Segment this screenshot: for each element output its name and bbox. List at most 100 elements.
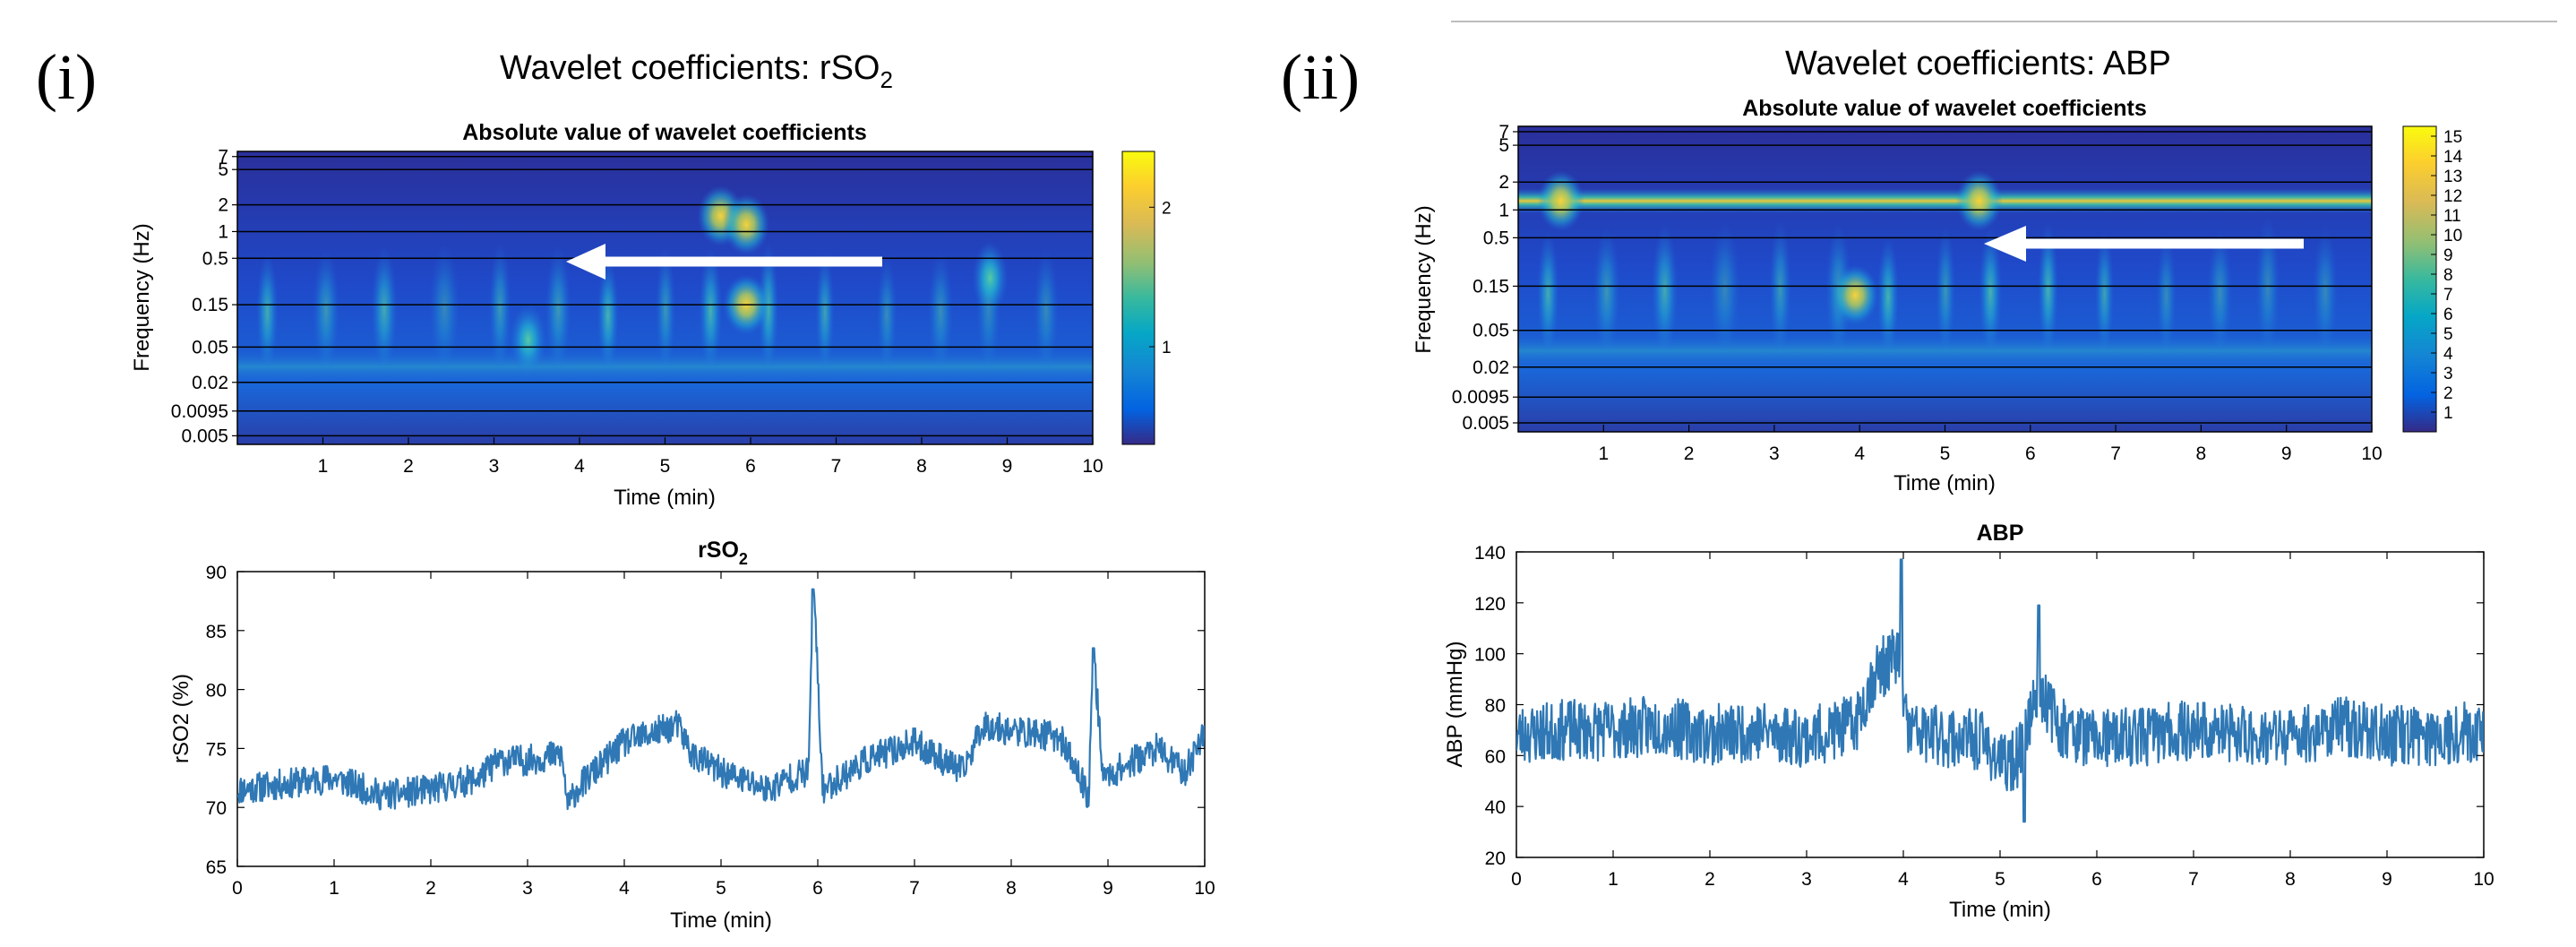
arrow-i [566, 244, 882, 280]
scalogram-i-plume [927, 250, 954, 374]
colorbar-ii-tick-label-11: 12 [2443, 187, 2462, 206]
colorbar-ii-tick-label-4: 5 [2443, 325, 2453, 344]
colorbar-ii-tick-label-3: 4 [2443, 345, 2453, 364]
scalogram-i-xtick-label-9: 10 [1082, 456, 1103, 477]
scalogram-i-ytick-label-1: 5 [218, 159, 228, 180]
scalogram-ii-xtick-label-1: 2 [1684, 443, 1695, 464]
line-chart-rso2-xtick-label-1: 1 [329, 878, 339, 899]
scalogram-i-xtick-label-3: 4 [574, 456, 585, 477]
scalogram-ii-xtick-label-4: 5 [1940, 443, 1951, 464]
colorbar-ii-tick-label-10: 11 [2443, 207, 2461, 226]
colorbar-ii-tick-label-7: 8 [2443, 266, 2453, 285]
scalogram-i-ytick-label-5: 0.15 [192, 295, 228, 315]
line-chart-abp-ylabel: ABP (mmHg) [1443, 641, 1467, 768]
scalogram-ii-xtick-label-3: 4 [1854, 443, 1865, 464]
scalogram-ii-ytick-label-8: 0.0095 [1452, 387, 1509, 408]
scalogram-title-i: Absolute value of wavelet coefficients [462, 120, 867, 145]
scalogram-i-plume [876, 255, 897, 374]
line-chart-rso2-ytick-label-3: 80 [206, 681, 227, 702]
line-chart-abp-series-line [1516, 558, 2484, 823]
scalogram-ii-xtick-label-0: 1 [1598, 443, 1609, 464]
line-chart-rso2-xtick-label-2: 2 [425, 878, 436, 899]
line-chart-rso2-ytick-label-5: 90 [206, 563, 227, 583]
line-chart-rso2-xtick-label-6: 6 [812, 878, 823, 899]
line-chart-abp-xtick-label-7: 7 [2188, 869, 2199, 890]
scalogram-ii-hotspot-1 [1832, 264, 1879, 326]
line-chart-abp-xtick-label-4: 4 [1898, 869, 1909, 890]
line-chart-abp-xlabel: Time (min) [1949, 898, 2051, 922]
line-chart-abp-xtick-label-8: 8 [2285, 869, 2296, 890]
panel-label-ii: (ii) [1281, 41, 1360, 113]
line-chart-rso2-frame [236, 571, 1206, 867]
line-chart-rso2-ylabel: rSO2 (%) [169, 674, 193, 763]
line-chart-abp-xtick-label-0: 0 [1511, 869, 1522, 890]
colorbar-ii-tick-label-0: 1 [2443, 404, 2453, 423]
panel-title-i: Wavelet coefficients: rSO2 [500, 49, 893, 93]
line-chart-abp-xtick-label-5: 5 [1995, 869, 2005, 890]
scalogram-i-xtick-label-8: 9 [1002, 456, 1013, 477]
line-chart-rso2-xtick-label-0: 0 [232, 878, 243, 899]
line-chart-rso2-xtick-label-4: 4 [619, 878, 630, 899]
scalogram-i-plume [371, 245, 398, 374]
scalogram-i-ytick-label-9: 0.005 [181, 426, 228, 446]
line-chart-rso2-xtick-label-5: 5 [716, 878, 726, 899]
arrow-ii [1984, 226, 2304, 262]
scalogram-ii-plume [1651, 223, 1679, 357]
scalogram-ii-ytick-label-1: 5 [1498, 135, 1509, 156]
colorbar-i-tick-label-0: 1 [1162, 339, 1172, 357]
scalogram-ii-plume [2094, 230, 2115, 357]
scalogram-i-ytick-label-2: 2 [218, 195, 228, 216]
scalogram-ii-xtick-label-5: 6 [2025, 443, 2036, 464]
line-chart-rso2-xtick-label-7: 7 [909, 878, 920, 899]
scalogram-ii-ytick-label-5: 0.15 [1473, 276, 1509, 297]
line-chart-rso2-xtick-label-9: 9 [1103, 878, 1113, 899]
scalogram-i-plume [256, 252, 279, 374]
panel-title-ii: Wavelet coefficients: ABP [1785, 45, 2171, 82]
panel-label-i: (i) [36, 41, 97, 113]
colorbar-ii-tick-label-1: 2 [2443, 384, 2453, 403]
colorbar-ii-tick-label-13: 14 [2443, 148, 2463, 167]
line-chart-rso2-ytick-label-0: 65 [206, 857, 227, 878]
line-chart-abp-ytick-label-6: 140 [1474, 543, 1506, 564]
scalogram-ii-plume [2313, 226, 2338, 357]
scalogram-ii-plume [1876, 236, 1900, 357]
line-chart-rso2-xlabel: Time (min) [670, 908, 772, 933]
scalogram-ii-xtick-label-7: 8 [2196, 443, 2207, 464]
scalogram-ii-xtick-label-8: 9 [2281, 443, 2292, 464]
colorbar-ii-tick-label-14: 15 [2443, 128, 2462, 147]
scalogram-ii-ytick-label-3: 1 [1498, 200, 1509, 220]
colorbar-i [1121, 151, 1155, 445]
scalogram-i-xtick-label-0: 1 [318, 456, 329, 477]
line-chart-rso2-ytick-label-1: 70 [206, 798, 227, 819]
colorbar-ii-tick-label-2: 3 [2443, 365, 2453, 383]
scalogram-ii-plume [1936, 225, 1956, 357]
line-chart-abp: ABP 0 1 2 3 4 5 6 7 8 9 10 20 40 60 80 100 120 140 ABP (m… [1443, 521, 2494, 922]
scalogram-i-xtick-label-6: 7 [831, 456, 842, 477]
scalogram-i-plume [699, 248, 723, 374]
line-chart-rso2: rSO2 0 1 2 3 4 5 6 7 8 9 10 65 70 75 80 85 90 rSO2 (%) T… [169, 538, 1215, 933]
scalogram-ii-plume [1537, 229, 1559, 357]
scalogram-i-xlabel: Time (min) [614, 486, 716, 510]
scalogram-ii-ytick-label-4: 0.5 [1483, 228, 1509, 248]
line-chart-rso2-series-line [237, 588, 1205, 811]
scalogram-ii-ytick-label-9: 0.005 [1462, 413, 1509, 434]
colorbar-ii [2402, 125, 2437, 433]
panel-title-i-subscript: 2 [880, 66, 893, 93]
scalogram-i-ytick-label-4: 0.5 [202, 248, 228, 269]
scalogram-ii-xlabel: Time (min) [1893, 471, 1996, 495]
line-chart-abp-xtick-label-3: 3 [1801, 869, 1812, 890]
line-chart-abp-title: ABP [1977, 521, 2024, 546]
colorbar-ii-tick-label-12: 13 [2443, 168, 2462, 186]
colorbar-ii-tick-label-5: 6 [2443, 306, 2453, 324]
scalogram-ii-plume [1709, 221, 1740, 357]
scalogram-ii-plume [1593, 226, 1620, 357]
scalogram-ii-ytick-label-0: 7 [1498, 122, 1509, 142]
colorbar-ii-tick-label-8: 9 [2443, 246, 2453, 265]
line-chart-abp-ytick-label-1: 40 [1485, 797, 1506, 818]
line-chart-abp-ytick-label-0: 20 [1485, 848, 1506, 869]
scalogram-i-hotspot-4 [972, 242, 1009, 314]
scalogram-ii-plume [2156, 234, 2177, 357]
scalogram-i-xtick-label-2: 3 [489, 456, 500, 477]
line-chart-abp-xtick-label-1: 1 [1608, 869, 1619, 890]
